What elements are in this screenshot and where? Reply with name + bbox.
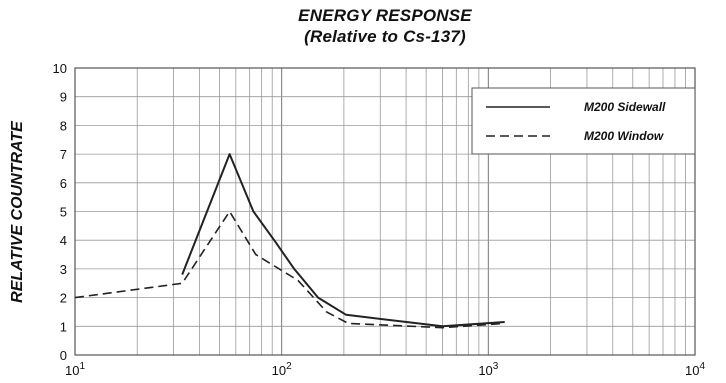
y-tick-label: 10 bbox=[53, 61, 67, 76]
plot-frame bbox=[74, 67, 696, 356]
y-tick-label: 0 bbox=[60, 348, 67, 363]
legend-box bbox=[471, 87, 696, 155]
x-tick-label: 102 bbox=[272, 361, 292, 378]
legend-label: M200 Window bbox=[584, 129, 664, 143]
x-tick-label: 103 bbox=[478, 361, 498, 378]
series-line-sidewall bbox=[181, 153, 505, 328]
series-line-window bbox=[74, 210, 505, 329]
y-tick-label: 6 bbox=[60, 176, 67, 191]
legend-label: M200 Sidewall bbox=[584, 100, 666, 114]
y-tick-label: 7 bbox=[60, 147, 67, 162]
x-tick-label: 101 bbox=[65, 361, 85, 378]
y-tick-label: 8 bbox=[60, 118, 67, 133]
y-tick-label: 2 bbox=[60, 291, 67, 306]
chart-title: ENERGY RESPONSE bbox=[298, 6, 472, 25]
x-tick-label: 104 bbox=[685, 361, 705, 378]
y-tick-label: 5 bbox=[60, 205, 67, 220]
y-tick-label: 4 bbox=[60, 233, 67, 248]
y-tick-label: 9 bbox=[60, 90, 67, 105]
y-tick-label: 1 bbox=[60, 319, 67, 334]
y-tick-label: 3 bbox=[60, 262, 67, 277]
chart-subtitle: (Relative to Cs-137) bbox=[304, 27, 466, 46]
